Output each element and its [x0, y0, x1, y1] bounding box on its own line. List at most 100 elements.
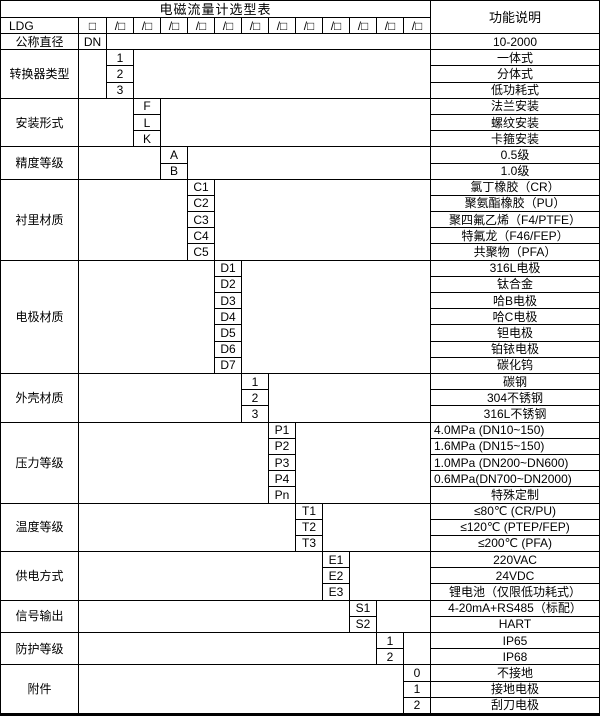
- option-desc-cell: ≤120℃ (PTEP/FEP): [431, 520, 599, 536]
- model-code-slot: /□: [215, 18, 242, 34]
- category-label: 转换器类型: [1, 50, 79, 99]
- option-desc-cell: ≤200℃ (PFA): [431, 536, 599, 553]
- filler-cell: [79, 147, 161, 180]
- filler-cell: [188, 147, 431, 180]
- option-code-cell: P1: [269, 422, 296, 439]
- option-desc-cell: 碳化钨: [431, 358, 599, 374]
- category-label: 温度等级: [1, 503, 79, 553]
- option-code-cell: 2: [404, 697, 431, 714]
- category-label: 安装形式: [1, 98, 79, 148]
- filler-cell: [404, 633, 431, 666]
- option-code-cell: C5: [188, 244, 215, 261]
- option-code-cell: L: [134, 114, 161, 132]
- option-desc-cell: 24VDC: [431, 568, 599, 585]
- filler-cell: [215, 179, 431, 261]
- option-code-cell: S1: [350, 600, 377, 617]
- category-label: 精度等级: [1, 147, 79, 180]
- option-desc-cell: 氯丁橡胶（CR）: [431, 180, 599, 196]
- option-code-cell: E1: [323, 552, 350, 569]
- option-code-cell: 1: [377, 633, 404, 650]
- option-desc-cell: 4.0MPa (DN10~150): [431, 423, 599, 439]
- option-desc-cell: 锂电池（仅限低功耗式）: [431, 584, 599, 601]
- filler-cell: [107, 34, 431, 51]
- option-desc-cell: 聚氨酯橡胶（PU）: [431, 196, 599, 213]
- option-desc-cell: 钽电极: [431, 325, 599, 342]
- category-label: 压力等级: [1, 422, 79, 504]
- option-code-cell: D4: [215, 309, 242, 326]
- category-label: 公称直径: [1, 34, 79, 51]
- option-desc-cell: 碳钢: [431, 374, 599, 391]
- filler-cell: [79, 600, 350, 634]
- model-code-slot: /□: [350, 18, 377, 34]
- function-description-header: 功能说明: [431, 1, 599, 34]
- option-code-cell: 0: [404, 665, 431, 682]
- option-code-cell: 3: [242, 406, 269, 423]
- option-desc-cell: 220VAC: [431, 552, 599, 569]
- option-desc-cell: 螺纹安装: [431, 115, 599, 132]
- option-desc-cell: 钛合金: [431, 277, 599, 294]
- option-desc-cell: 1.6MPa (DN15~150): [431, 439, 599, 455]
- option-code-cell: 3: [107, 82, 134, 99]
- model-code-slot: /□: [161, 18, 188, 34]
- option-desc-cell: ≤80℃ (CR/PU): [431, 504, 599, 520]
- option-code-cell: P2: [269, 438, 296, 455]
- filler-cell: [79, 552, 323, 601]
- option-desc-cell: 316L不锈钢: [431, 406, 599, 423]
- option-desc-cell: 聚四氟乙烯（F4/PTFE）: [431, 212, 599, 229]
- option-code-cell: 2: [377, 649, 404, 666]
- filler-cell: [79, 373, 242, 423]
- filler-cell: [242, 260, 431, 374]
- option-code-cell: D7: [215, 357, 242, 374]
- option-desc-cell: 哈C电极: [431, 309, 599, 326]
- option-code-cell: F: [134, 98, 161, 115]
- model-code-slot: /□: [107, 18, 134, 34]
- model-code-slot: /□: [296, 18, 323, 34]
- filler-cell: [79, 633, 377, 666]
- category-label: 外壳材质: [1, 373, 79, 423]
- filler-cell: [350, 552, 431, 601]
- filler-cell: [79, 665, 404, 714]
- model-code-slot: /□: [377, 18, 404, 34]
- option-desc-cell: 哈B电极: [431, 293, 599, 310]
- option-desc-cell: 4-20mA+RS485（标配）: [431, 601, 599, 617]
- option-desc-cell: 1.0MPa (DN200~DN600): [431, 455, 599, 472]
- option-desc-cell: 接地电极: [431, 682, 599, 698]
- category-label: 防护等级: [1, 633, 79, 666]
- category-label: 供电方式: [1, 552, 79, 601]
- option-desc-cell: IP65: [431, 633, 599, 650]
- option-code-cell: B: [161, 163, 188, 180]
- option-desc-cell: 304不锈钢: [431, 390, 599, 407]
- filler-cell: [79, 98, 134, 148]
- option-code-cell: D5: [215, 325, 242, 342]
- option-code-cell: D1: [215, 260, 242, 277]
- option-code-cell: T3: [296, 535, 323, 553]
- option-code-cell: 1: [107, 50, 134, 67]
- option-code-cell: 2: [242, 390, 269, 407]
- option-code-cell: C2: [188, 195, 215, 213]
- option-code-cell: D3: [215, 293, 242, 310]
- option-desc-cell: 一体式: [431, 50, 599, 67]
- filler-cell: [269, 373, 431, 423]
- option-desc-cell: 共聚物（PFA）: [431, 244, 599, 261]
- option-code-cell: C3: [188, 212, 215, 229]
- option-desc-cell: IP68: [431, 649, 599, 666]
- option-desc-cell: 低功耗式: [431, 83, 599, 99]
- model-code-box: □: [79, 18, 107, 34]
- model-code-slot: /□: [134, 18, 161, 34]
- filler-cell: [79, 422, 269, 504]
- option-code-cell: Pn: [269, 487, 296, 504]
- option-code-cell: 1: [404, 681, 431, 698]
- option-desc-cell: 不接地: [431, 665, 599, 682]
- filler-cell: [323, 503, 431, 553]
- option-code-cell: 2: [107, 66, 134, 83]
- model-prefix: LDG: [1, 18, 79, 34]
- option-code-cell: A: [161, 147, 188, 164]
- option-code-cell: 1: [242, 373, 269, 391]
- option-desc-cell: 刮刀电极: [431, 698, 599, 714]
- category-label: 电极材质: [1, 260, 79, 374]
- option-code-cell: C4: [188, 228, 215, 245]
- option-code-cell: D6: [215, 341, 242, 358]
- option-code-cell: D2: [215, 276, 242, 294]
- filler-cell: [79, 50, 107, 99]
- model-code-slot: /□: [188, 18, 215, 34]
